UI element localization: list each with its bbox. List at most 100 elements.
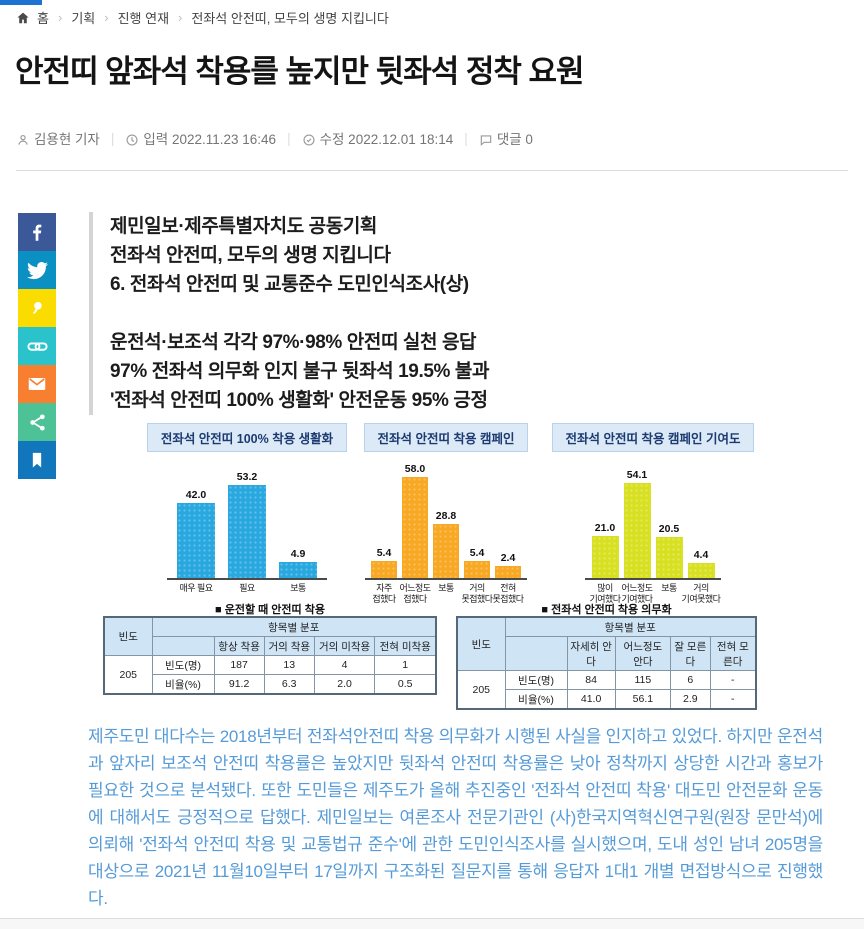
- chevron-right-icon: ›: [104, 10, 109, 25]
- table-cell: 항상 착용: [213, 636, 265, 656]
- frequency-table: 빈도 항목별 분포 자세히 안다 어느정도 안다 잘 모른다 전혀 모른다 205 빈도(명)…: [456, 616, 757, 710]
- table-cell: 자세히 안다: [566, 636, 616, 671]
- breadcrumb-current[interactable]: 전좌석 안전띠, 모두의 생명 지킵니다: [191, 11, 389, 26]
- bar-category-label: 전혀 못접했다: [492, 583, 524, 604]
- chart-title: 전좌석 안전띠 착용 캠페인 기여도: [551, 423, 755, 452]
- bar-value-label: 20.5: [658, 523, 680, 536]
- table-cell: 205: [456, 670, 506, 710]
- table-cell: 빈도(명): [504, 670, 568, 690]
- bar-group: 2.4 전혀 못접했다: [492, 552, 524, 603]
- email-icon: [28, 378, 46, 390]
- bar-value-label: 2.4: [500, 552, 516, 565]
- summary-gap: [110, 299, 489, 328]
- bar-group: 20.5 보통: [655, 523, 683, 593]
- header-divider: [16, 170, 848, 171]
- chart-bars: 5.4 자주 접했다 58.0 어느정도 접했다 28.8 보통 5.4 거의 못접했다 2.4…: [365, 462, 527, 604]
- bar-category-label: 많이 기여했다: [589, 583, 621, 604]
- share-more-button[interactable]: [18, 403, 56, 441]
- breadcrumb-section[interactable]: 기획: [71, 11, 96, 26]
- breadcrumb-series[interactable]: 진행 연재: [117, 11, 170, 26]
- page-title: 안전띠 앞좌석 착용를 높지만 뒷좌석 정착 요원: [15, 54, 585, 89]
- bar: [228, 484, 266, 578]
- table-cell: 빈도: [103, 616, 153, 656]
- bar: [371, 561, 397, 578]
- bar-group: 53.2 필요: [228, 471, 266, 593]
- bar: [402, 477, 428, 578]
- share-email-button[interactable]: [18, 365, 56, 403]
- twitter-icon: [26, 261, 48, 279]
- table-cell: 거의 미착용: [313, 636, 376, 656]
- frequency-table: 빈도 항목별 분포 항상 착용 거의 착용 거의 미착용 전혀 미착용 205 빈도(명) 18…: [103, 616, 437, 695]
- divider: |: [110, 130, 115, 146]
- bar-category-label: 거의 기여못했다: [681, 583, 721, 604]
- chart-campaign-contribution: 전좌석 안전띠 착용 캠페인 기여도 21.0 많이 기여했다 54.1 어느정도 기…: [551, 423, 755, 604]
- article-body-paragraph: 제주도민 대다수는 2018년부터 전좌석안전띠 착용 의무화가 시행된 사실을…: [88, 727, 823, 908]
- table-cell: 0.5: [374, 674, 437, 695]
- comments-count[interactable]: 댓글 0: [479, 128, 533, 148]
- bar-value-label: 4.9: [290, 548, 306, 561]
- bookmark-button[interactable]: [18, 441, 56, 479]
- copy-link-button[interactable]: [18, 327, 56, 365]
- check-circle-icon: [303, 134, 315, 146]
- share-twitter-button[interactable]: [18, 251, 56, 289]
- bar: [623, 483, 651, 578]
- frequency-table-driving: 빈도 항목별 분포 항상 착용 거의 착용 거의 미착용 전혀 미착용 205 빈도(명) 18…: [103, 616, 437, 695]
- link-icon: [26, 341, 48, 351]
- comment-icon: [480, 135, 492, 146]
- bar: [591, 536, 619, 578]
- summary-line: 운전석·보조석 각각 97%·98% 안전띠 실천 응답: [110, 332, 477, 353]
- table-cell: 6: [670, 670, 711, 690]
- table-cell: 전혀 미착용: [374, 636, 437, 656]
- table-cell: -: [709, 670, 757, 690]
- table-cell: 115: [614, 670, 672, 690]
- bar: [495, 566, 521, 578]
- bar-category-label: 거의 못접했다: [461, 583, 493, 604]
- bar-value-label: 28.8: [435, 509, 457, 522]
- table-caption-driving: ■ 운전할 때 안전띠 착용: [215, 604, 325, 616]
- bar: [687, 563, 715, 578]
- bar-category-label: 매우 필요: [179, 583, 213, 593]
- clock-icon: [126, 134, 138, 146]
- bar-group: 58.0 어느정도 접했다: [399, 463, 431, 603]
- bar-category-label: 보통: [438, 583, 454, 593]
- summary-line: 전좌석 안전띠, 모두의 생명 지킵니다: [110, 245, 391, 266]
- bar-category-label: 어느정도 기여했다: [621, 583, 653, 604]
- bar-category-label: 필요: [239, 583, 255, 593]
- facebook-icon: [33, 224, 42, 241]
- table-cell: 187: [213, 655, 265, 675]
- table-cell: 빈도(명): [151, 655, 215, 675]
- home-icon[interactable]: [16, 11, 30, 25]
- table-cell: 2.9: [670, 689, 711, 710]
- bar: [655, 537, 683, 578]
- bar-category-label: 보통: [661, 583, 677, 593]
- bar-group: 28.8 보통: [433, 509, 459, 593]
- bar-group: 21.0 많이 기여했다: [589, 522, 621, 603]
- table-cell: 항목별 분포: [151, 616, 437, 637]
- table-cell: 56.1: [614, 689, 672, 710]
- author-name[interactable]: 김용현 기자: [16, 128, 100, 148]
- bar-category-label: 보통: [290, 583, 306, 593]
- share-facebook-button[interactable]: [18, 213, 56, 251]
- bar-group: 4.4 거의 기여못했다: [682, 549, 721, 604]
- bar-value-label: 5.4: [469, 547, 485, 560]
- share-kakaostory-button[interactable]: [18, 289, 56, 327]
- chart-bars: 21.0 많이 기여했다 54.1 어느정도 기여했다 20.5 보통 4.4 거의 기여못했…: [585, 462, 721, 604]
- table-cell: 84: [566, 670, 616, 690]
- bar-group: 5.4 자주 접했다: [371, 547, 397, 604]
- summary-line: 6. 전좌석 안전띠 및 교통준수 도민인식조사(상): [110, 274, 469, 295]
- breadcrumb: 홈 › 기획 › 진행 연재 › 전좌석 안전띠, 모두의 생명 지킵니다: [16, 8, 389, 27]
- table-cell: 6.3: [263, 674, 315, 695]
- bar: [433, 523, 459, 578]
- frequency-table-mandatory: 빈도 항목별 분포 자세히 안다 어느정도 안다 잘 모른다 전혀 모른다 205 빈도(명)…: [456, 616, 757, 710]
- breadcrumb-home[interactable]: 홈: [37, 11, 49, 26]
- bar-category-label: 어느정도 접했다: [399, 583, 431, 604]
- summary-line: 97% 전좌석 의무화 인지 불구 뒷좌석 19.5% 불과: [110, 361, 490, 382]
- table-cell: 41.0: [566, 689, 616, 710]
- divider: |: [287, 130, 291, 146]
- chart-bars: 42.0 매우 필요 53.2 필요 4.9 보통: [167, 462, 327, 593]
- chart-title: 전좌석 안전띠 100% 착용 생활화: [146, 423, 348, 452]
- bar-category-label: 자주 접했다: [372, 583, 396, 604]
- table-cell: 거의 착용: [263, 636, 315, 656]
- bar-value-label: 58.0: [404, 463, 426, 476]
- bar-value-label: 42.0: [185, 488, 207, 501]
